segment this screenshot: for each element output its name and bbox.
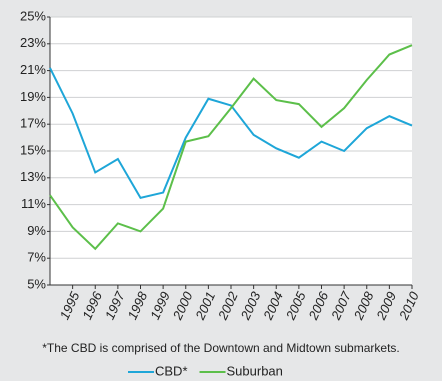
y-tick-label: 25%	[20, 8, 46, 23]
footnote: *The CBD is comprised of the Downtown an…	[42, 341, 400, 355]
legend-label: CBD*	[155, 363, 188, 378]
y-tick-label: 11%	[21, 196, 46, 211]
y-tick-label: 15%	[20, 142, 46, 157]
series-line	[49, 67, 413, 200]
y-tick-label: 7%	[27, 250, 46, 265]
y-tick-label: 17%	[20, 116, 46, 131]
legend-label: Suburban	[227, 363, 283, 378]
y-tick-label: 5%	[27, 276, 46, 291]
y-tick-label: 19%	[20, 89, 46, 104]
y-tick-label: 23%	[20, 35, 46, 50]
y-tick-label: 13%	[20, 169, 46, 184]
y-tick-label: 9%	[27, 223, 46, 238]
y-tick-label: 21%	[20, 62, 46, 77]
series-line	[49, 44, 413, 251]
